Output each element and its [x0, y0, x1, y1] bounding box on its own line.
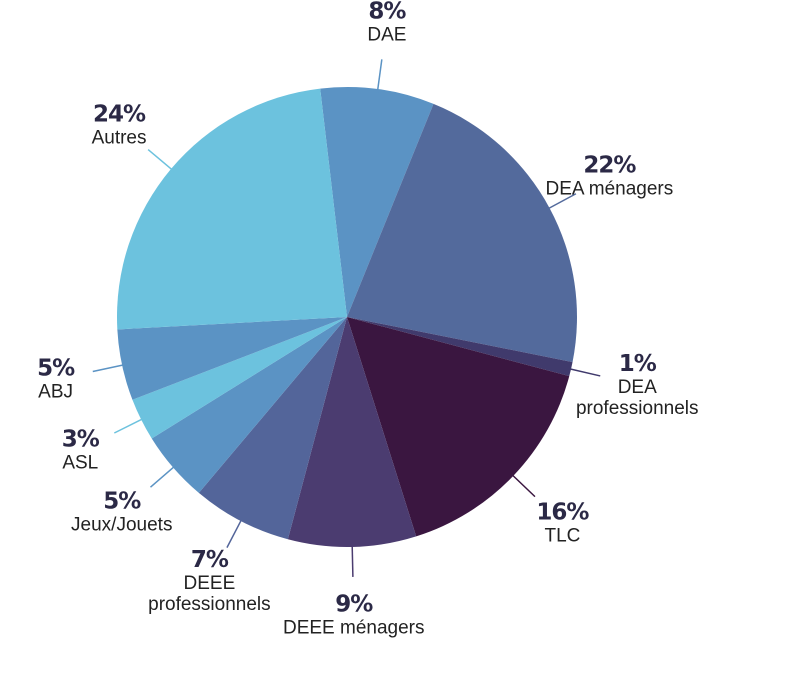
slice-label: 16% TLC — [487, 499, 637, 546]
slice-label: 8% DAE — [312, 0, 462, 45]
leader-line — [92, 363, 127, 373]
slice-label: 3% ASL — [5, 426, 155, 473]
category-label: Autres — [91, 127, 147, 149]
data-label: 7% — [190, 547, 229, 574]
data-label: 16% — [536, 499, 589, 526]
pie-slice — [287, 317, 417, 547]
pie-slice — [320, 87, 434, 317]
leader-line — [149, 464, 177, 488]
leader-line — [566, 367, 601, 377]
pie-slice — [117, 317, 347, 400]
pie-slice — [117, 88, 348, 330]
data-label: 24% — [93, 101, 146, 128]
slice-label: 24% Autres — [44, 102, 194, 149]
slice-label: 22% DEA ménagers — [534, 152, 684, 199]
category-label: DEEE professionnels — [148, 573, 271, 616]
data-label: 9% — [335, 591, 373, 618]
category-label: DAE — [367, 24, 407, 46]
slice-label: 1% DEA professionnels — [562, 351, 712, 419]
data-label: 8% — [368, 0, 406, 25]
leader-line — [545, 193, 577, 211]
leader-line — [351, 542, 354, 577]
leader-line — [113, 417, 146, 434]
category-label: DEA professionnels — [575, 376, 699, 419]
data-label: 5% — [103, 488, 141, 515]
pie-slice — [347, 317, 573, 377]
slice-label: 7% DEEE professionnels — [134, 547, 284, 615]
data-label: 1% — [618, 350, 657, 377]
data-label: 3% — [61, 426, 100, 453]
pie-slice — [132, 317, 347, 439]
leader-line — [226, 517, 244, 548]
category-label: TLC — [544, 525, 581, 547]
slice-label: 9% DEEE ménagers — [279, 591, 429, 638]
slice-label: 5% Jeux/Jouets — [47, 489, 197, 536]
leader-line — [376, 59, 383, 94]
slice-label: 5% ABJ — [0, 356, 131, 403]
pie-slice — [151, 317, 347, 493]
pie-slice — [198, 317, 347, 540]
leader-line — [509, 472, 536, 498]
data-label: 22% — [583, 152, 636, 179]
pie-slice — [347, 103, 577, 363]
category-label: Jeux/Jouets — [71, 514, 173, 536]
category-label: ASL — [62, 452, 99, 474]
data-label: 5% — [37, 355, 75, 382]
leader-line — [147, 148, 175, 173]
category-label: DEA ménagers — [545, 178, 674, 200]
pie-slice — [347, 317, 570, 537]
category-label: ABJ — [38, 381, 74, 403]
category-label: DEEE ménagers — [282, 617, 425, 639]
